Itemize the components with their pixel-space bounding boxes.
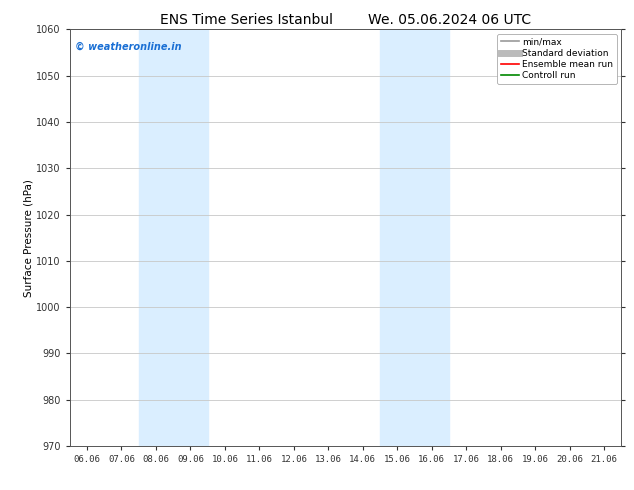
Y-axis label: Surface Pressure (hPa): Surface Pressure (hPa) <box>23 179 34 296</box>
Legend: min/max, Standard deviation, Ensemble mean run, Controll run: min/max, Standard deviation, Ensemble me… <box>497 34 617 84</box>
Bar <box>139 29 207 446</box>
Title: ENS Time Series Istanbul        We. 05.06.2024 06 UTC: ENS Time Series Istanbul We. 05.06.2024 … <box>160 13 531 27</box>
Bar <box>380 29 449 446</box>
Text: © weatheronline.in: © weatheronline.in <box>75 42 182 52</box>
